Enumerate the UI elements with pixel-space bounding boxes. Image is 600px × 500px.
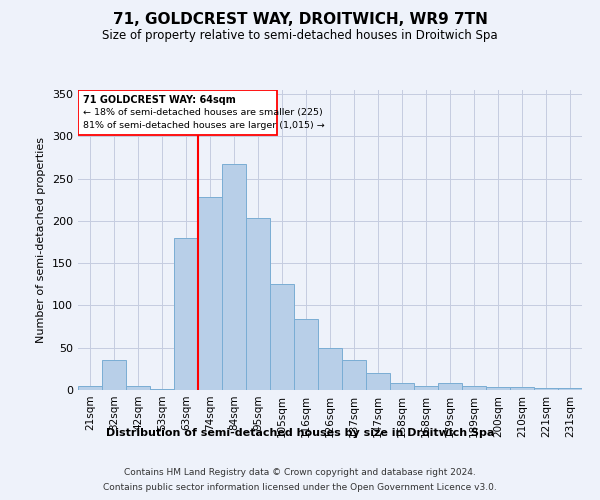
Bar [270,284,294,390]
FancyBboxPatch shape [78,90,277,135]
Bar [510,388,534,390]
Bar [78,386,102,390]
Bar [390,383,414,390]
Bar [438,383,462,390]
Bar [150,389,174,390]
Text: Distribution of semi-detached houses by size in Droitwich Spa: Distribution of semi-detached houses by … [106,428,494,438]
Text: Size of property relative to semi-detached houses in Droitwich Spa: Size of property relative to semi-detach… [102,29,498,42]
Bar [366,373,390,390]
Bar [318,348,342,390]
Bar [462,386,486,390]
Bar [294,319,318,390]
Text: Contains HM Land Registry data © Crown copyright and database right 2024.: Contains HM Land Registry data © Crown c… [124,468,476,477]
Bar [222,164,246,390]
Bar [174,238,198,390]
Text: Contains public sector information licensed under the Open Government Licence v3: Contains public sector information licen… [103,483,497,492]
Text: 71 GOLDCREST WAY: 64sqm: 71 GOLDCREST WAY: 64sqm [83,95,236,105]
Bar [342,360,366,390]
Bar [126,386,150,390]
Y-axis label: Number of semi-detached properties: Number of semi-detached properties [37,137,46,343]
Bar [558,388,582,390]
Text: 71, GOLDCREST WAY, DROITWICH, WR9 7TN: 71, GOLDCREST WAY, DROITWICH, WR9 7TN [113,12,487,28]
Bar [246,218,270,390]
Bar [198,198,222,390]
Bar [534,388,558,390]
Text: ← 18% of semi-detached houses are smaller (225): ← 18% of semi-detached houses are smalle… [83,108,323,117]
Bar [102,360,126,390]
Text: 81% of semi-detached houses are larger (1,015) →: 81% of semi-detached houses are larger (… [83,122,325,130]
Bar [414,386,438,390]
Bar [486,388,510,390]
